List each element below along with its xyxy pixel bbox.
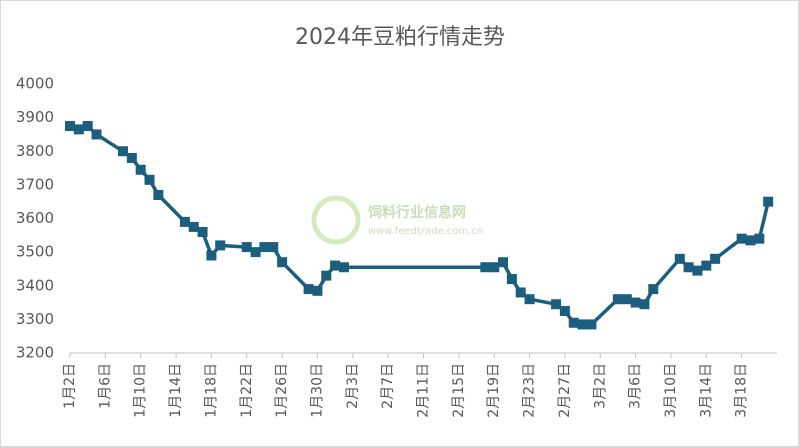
- y-tick-label: 3900: [16, 108, 54, 126]
- x-tick-label: 2月3日: [345, 363, 361, 409]
- marker: [188, 221, 199, 232]
- y-tick-label: 3500: [16, 243, 54, 261]
- marker: [692, 265, 703, 276]
- x-tick-label: 1月18日: [203, 363, 219, 418]
- x-tick-label: 1月26日: [274, 363, 290, 418]
- marker: [489, 262, 500, 273]
- marker: [683, 262, 694, 273]
- marker: [674, 253, 685, 264]
- x-tick-label: 2月7日: [380, 363, 396, 409]
- x-tick-label: 1月14日: [168, 363, 184, 418]
- marker: [515, 287, 526, 298]
- marker: [338, 262, 349, 273]
- marker: [763, 196, 774, 207]
- marker: [745, 235, 756, 246]
- chart-title: 2024年豆粕行情走势: [295, 25, 505, 50]
- marker: [303, 284, 314, 295]
- x-tick-label: 1月6日: [97, 363, 113, 409]
- marker: [639, 299, 650, 310]
- marker: [259, 242, 270, 253]
- marker: [330, 260, 341, 271]
- marker: [736, 233, 747, 244]
- x-tick-label: 1月10日: [133, 363, 149, 418]
- marker: [91, 129, 102, 140]
- marker: [277, 257, 288, 268]
- y-tick-label: 3200: [16, 344, 54, 362]
- x-tick-label: 3月2日: [592, 363, 608, 409]
- y-tick-label: 3600: [16, 209, 54, 227]
- marker: [480, 262, 491, 273]
- marker: [648, 284, 659, 295]
- marker: [135, 164, 146, 175]
- marker: [215, 240, 226, 251]
- marker: [312, 285, 323, 296]
- watermark-logo: [311, 195, 361, 245]
- marker: [241, 242, 252, 253]
- marker: [754, 233, 765, 244]
- marker: [612, 294, 623, 305]
- marker: [268, 242, 279, 253]
- x-tick-label: 2月23日: [522, 363, 538, 418]
- marker: [506, 274, 517, 285]
- y-tick-label: 3400: [16, 276, 54, 294]
- marker: [118, 146, 129, 157]
- y-tick-label: 3300: [16, 310, 54, 328]
- marker: [559, 305, 570, 316]
- marker: [701, 260, 712, 271]
- x-tick-label: 3月10日: [663, 363, 679, 418]
- x-tick-label: 1月22日: [239, 363, 255, 418]
- x-tick-label: 2月15日: [451, 363, 467, 418]
- marker: [179, 216, 190, 227]
- marker: [197, 226, 208, 237]
- marker: [73, 124, 84, 135]
- marker: [126, 152, 137, 163]
- marker: [551, 299, 562, 310]
- y-tick-label: 3700: [16, 175, 54, 193]
- marker: [82, 121, 93, 132]
- y-tick-label: 3800: [16, 142, 54, 160]
- x-tick-label: 3月6日: [628, 363, 644, 409]
- marker: [710, 253, 721, 264]
- marker: [144, 174, 155, 185]
- x-tick-label: 2月11日: [416, 363, 432, 418]
- x-tick-label: 2月19日: [486, 363, 502, 418]
- watermark-url: www.feedtrade.com.cn: [368, 226, 483, 237]
- watermark: 饲料行业信息网 www.feedtrade.com.cn: [311, 195, 483, 245]
- x-tick-label: 1月2日: [62, 363, 78, 409]
- x-tick-label: 3月14日: [698, 363, 714, 418]
- marker: [524, 294, 535, 305]
- marker: [206, 250, 217, 261]
- marker: [577, 319, 588, 330]
- marker: [498, 257, 509, 268]
- x-tick-label: 1月30日: [309, 363, 325, 418]
- x-tick-label: 3月18日: [734, 363, 750, 418]
- marker: [250, 247, 261, 258]
- marker: [630, 297, 641, 308]
- marker: [621, 294, 632, 305]
- watermark-text: 饲料行业信息网: [367, 204, 466, 221]
- x-tick-label: 2月27日: [557, 363, 573, 418]
- marker: [65, 121, 75, 132]
- marker: [153, 189, 164, 200]
- y-tick-label: 4000: [16, 75, 54, 93]
- marker: [321, 270, 332, 281]
- marker: [586, 319, 597, 330]
- marker: [568, 317, 579, 328]
